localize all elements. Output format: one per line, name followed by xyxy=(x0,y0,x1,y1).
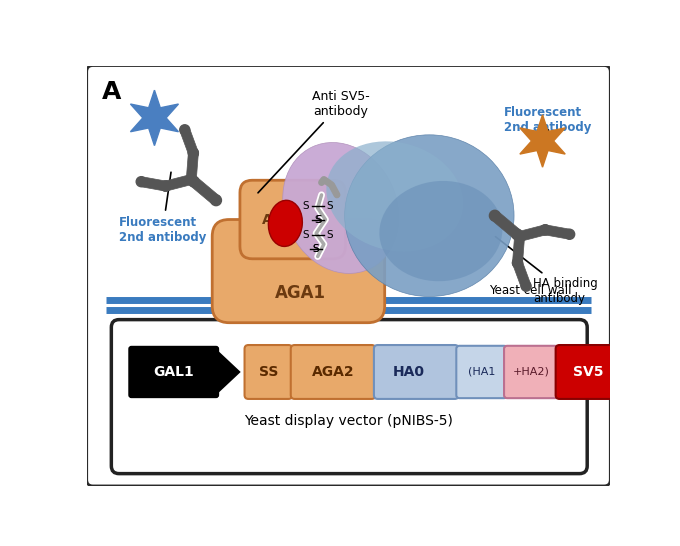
Text: Yeast display vector (pNIBS-5): Yeast display vector (pNIBS-5) xyxy=(244,414,453,428)
Polygon shape xyxy=(520,115,565,167)
FancyBboxPatch shape xyxy=(87,66,611,486)
Ellipse shape xyxy=(269,200,303,246)
Text: A: A xyxy=(101,80,121,104)
Polygon shape xyxy=(140,177,167,191)
Circle shape xyxy=(186,175,197,185)
Circle shape xyxy=(188,148,199,158)
Polygon shape xyxy=(513,261,531,288)
Circle shape xyxy=(564,229,575,239)
Text: S: S xyxy=(326,201,333,211)
Circle shape xyxy=(521,281,531,291)
FancyBboxPatch shape xyxy=(556,345,622,399)
Polygon shape xyxy=(165,175,192,191)
Circle shape xyxy=(180,125,190,135)
Text: S: S xyxy=(315,215,322,224)
Polygon shape xyxy=(544,225,571,239)
Circle shape xyxy=(136,177,146,187)
FancyBboxPatch shape xyxy=(240,180,345,259)
Ellipse shape xyxy=(379,181,503,281)
Polygon shape xyxy=(186,153,199,180)
FancyBboxPatch shape xyxy=(245,345,292,399)
Text: SS: SS xyxy=(258,365,278,379)
Text: Fluorescent
2nd antibody: Fluorescent 2nd antibody xyxy=(119,172,207,244)
Text: +HA2): +HA2) xyxy=(513,367,549,377)
Text: S: S xyxy=(312,244,319,254)
FancyBboxPatch shape xyxy=(212,219,385,323)
Text: Anti SV5-
antibody: Anti SV5- antibody xyxy=(258,90,370,193)
FancyBboxPatch shape xyxy=(112,319,588,473)
FancyBboxPatch shape xyxy=(374,345,458,399)
Text: AGA2: AGA2 xyxy=(262,212,305,227)
Circle shape xyxy=(490,210,500,221)
Circle shape xyxy=(211,195,222,206)
Text: (HA1: (HA1 xyxy=(468,367,496,377)
Text: HA0: HA0 xyxy=(392,365,424,379)
Text: S: S xyxy=(303,230,309,240)
Polygon shape xyxy=(518,225,547,241)
Circle shape xyxy=(160,181,171,191)
Ellipse shape xyxy=(283,143,399,274)
Circle shape xyxy=(540,225,550,235)
Text: GAL1: GAL1 xyxy=(153,365,194,379)
Text: Yeast cell wall: Yeast cell wall xyxy=(490,284,572,297)
Text: S: S xyxy=(326,230,333,240)
Text: S: S xyxy=(313,244,320,254)
Polygon shape xyxy=(492,211,521,239)
Text: HA binding
antibody: HA binding antibody xyxy=(496,236,598,305)
Text: AGA1: AGA1 xyxy=(275,284,326,302)
Text: AGA2: AGA2 xyxy=(312,365,354,379)
Text: Fluorescent
2nd antibody: Fluorescent 2nd antibody xyxy=(504,105,592,134)
Circle shape xyxy=(186,175,197,185)
Polygon shape xyxy=(180,128,198,155)
FancyBboxPatch shape xyxy=(504,346,558,398)
Polygon shape xyxy=(216,349,241,395)
Ellipse shape xyxy=(345,135,514,296)
Ellipse shape xyxy=(326,141,463,252)
FancyBboxPatch shape xyxy=(291,345,375,399)
FancyBboxPatch shape xyxy=(129,346,219,398)
Circle shape xyxy=(540,225,550,235)
Circle shape xyxy=(513,258,522,268)
Circle shape xyxy=(188,176,199,187)
Text: S: S xyxy=(303,201,309,211)
Circle shape xyxy=(160,181,171,191)
Polygon shape xyxy=(513,236,524,263)
Polygon shape xyxy=(131,90,178,146)
Circle shape xyxy=(515,232,524,241)
Circle shape xyxy=(515,232,524,241)
Text: S: S xyxy=(314,215,321,224)
Circle shape xyxy=(513,258,522,268)
Circle shape xyxy=(512,229,523,240)
Polygon shape xyxy=(190,177,220,204)
FancyBboxPatch shape xyxy=(456,346,507,398)
Circle shape xyxy=(188,148,199,158)
Text: SV5: SV5 xyxy=(573,365,604,379)
